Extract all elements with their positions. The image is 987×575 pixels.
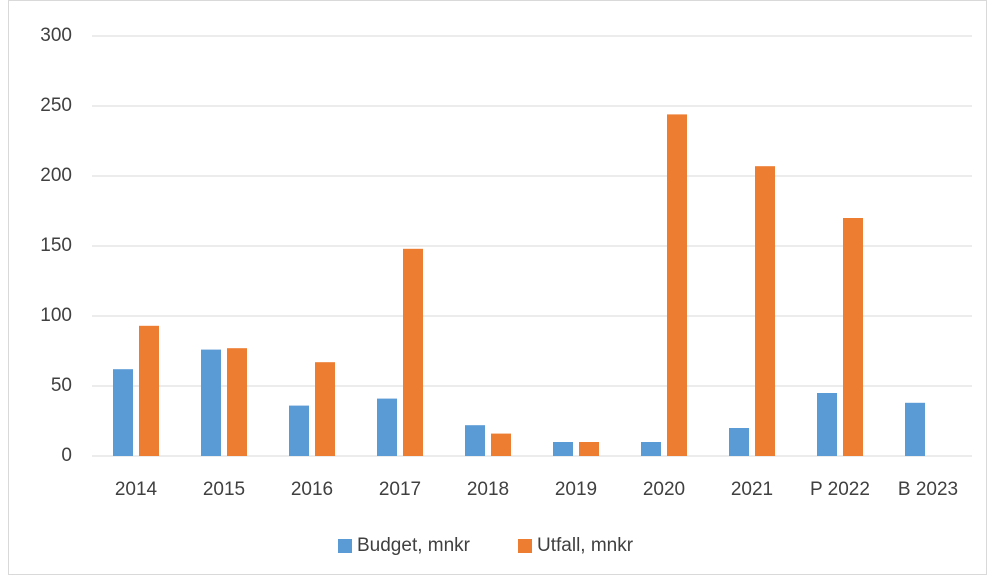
bar (553, 442, 573, 456)
bar (201, 349, 221, 456)
bar (227, 348, 247, 456)
x-tick-label: 2015 (203, 479, 245, 500)
bar (579, 442, 599, 456)
bar (139, 325, 159, 456)
bar (491, 433, 511, 456)
x-tick-label: 2016 (291, 479, 333, 500)
bar (113, 369, 133, 456)
x-tick-label: 2018 (467, 479, 509, 500)
y-tick-label: 50 (51, 375, 72, 396)
bar (641, 442, 661, 456)
y-tick-label: 150 (40, 235, 72, 256)
x-tick-label: 2020 (643, 479, 685, 500)
x-tick-label: 2021 (731, 479, 773, 500)
bar (755, 166, 775, 456)
x-tick-label: 2014 (115, 479, 158, 500)
y-tick-label: 100 (40, 305, 72, 326)
bar (377, 398, 397, 456)
chart-frame (8, 0, 987, 575)
bar (817, 393, 837, 456)
bar (289, 405, 309, 456)
y-tick-label: 250 (40, 95, 72, 116)
legend-label: Budget, mnkr (357, 535, 471, 556)
x-tick-label: P 2022 (810, 479, 870, 500)
y-tick-label: 0 (61, 445, 72, 466)
legend-swatch (338, 539, 352, 553)
bar (667, 114, 687, 457)
bar (403, 248, 423, 456)
legend-swatch (518, 539, 532, 553)
bar (315, 362, 335, 456)
y-tick-label: 300 (40, 25, 72, 46)
x-tick-label: B 2023 (898, 479, 958, 500)
bar (843, 218, 863, 456)
x-tick-label: 2017 (379, 479, 421, 500)
bar (729, 428, 749, 456)
legend-label: Utfall, mnkr (537, 535, 634, 556)
x-tick-label: 2019 (555, 479, 597, 500)
bar (465, 425, 485, 456)
y-tick-label: 200 (40, 165, 72, 186)
bar (905, 402, 925, 456)
